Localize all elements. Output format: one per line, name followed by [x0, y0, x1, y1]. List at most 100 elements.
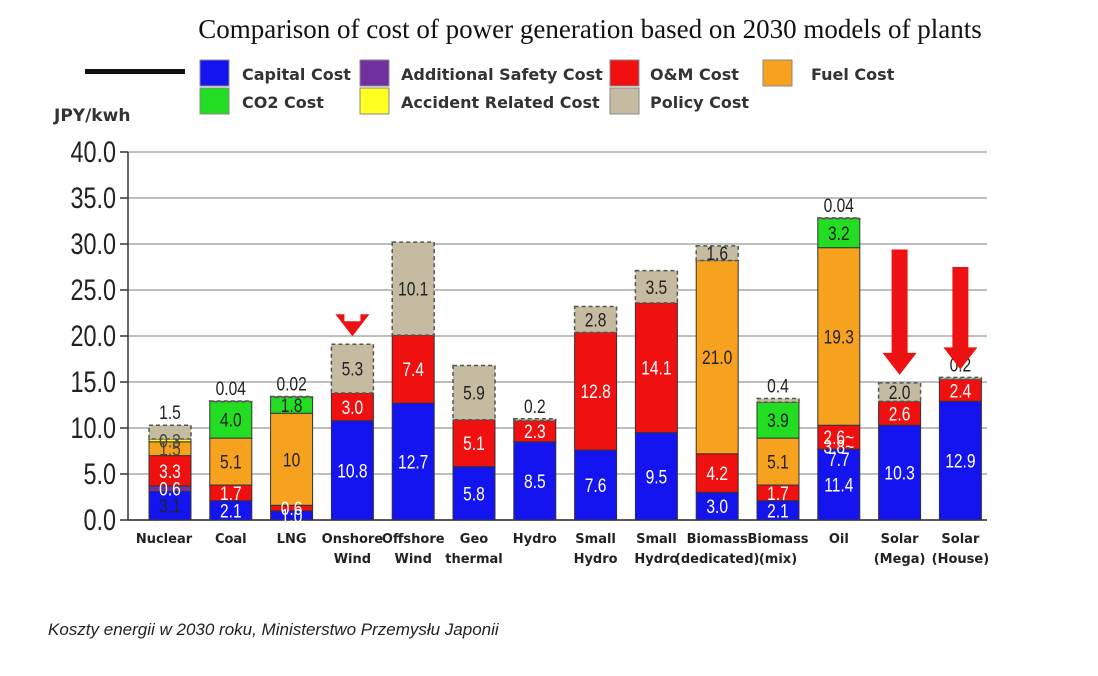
bar-segment [938, 376, 983, 380]
y-tick-label: 35.0 [70, 181, 116, 214]
y-tick-label: 5.0 [83, 457, 116, 490]
bar-segment [817, 448, 861, 521]
bar-segment [330, 343, 375, 394]
data-label: 1.5 [159, 402, 181, 424]
data-label: 3.5 [646, 276, 668, 298]
data-label: 4.2 [706, 463, 728, 485]
bar-segment [695, 260, 739, 455]
bar-segment [452, 466, 496, 521]
bar-segment [330, 420, 374, 521]
bar-segment [148, 490, 192, 521]
x-tick-label: Nuclear [136, 532, 193, 547]
data-label: 7.4 [402, 359, 424, 381]
data-label: 0.02 [276, 373, 306, 395]
data-label: 1.7 [220, 482, 242, 504]
bar-segment [574, 331, 618, 451]
bar-segment [634, 432, 678, 521]
bar-segment [269, 395, 314, 399]
x-tick-label: Onshore [322, 532, 384, 547]
data-label: 11.4 [824, 474, 853, 496]
bar-segment [330, 392, 374, 422]
data-label: 5.9 [463, 382, 485, 404]
data-label: 2.1 [220, 500, 242, 522]
y-tick-label: 0.0 [83, 503, 116, 536]
caption: Koszty energii w 2030 roku, Ministerstwo… [48, 620, 499, 639]
y-tick-label: 40.0 [70, 135, 116, 168]
data-label: 1.0 [281, 505, 303, 527]
data-label: 2.1 [767, 500, 789, 522]
data-label: 0.6 [281, 498, 303, 520]
data-label: 10 [283, 449, 300, 471]
bar-segment [877, 382, 922, 403]
data-label: 3.1 [159, 495, 181, 517]
bar-segment [209, 400, 253, 403]
legend-label: CO2 Cost [242, 93, 324, 112]
data-label: 0.6 [159, 478, 181, 500]
data-label: 3.8~ [823, 436, 854, 458]
data-label: 1.7 [767, 482, 789, 504]
x-tick-label: Coal [215, 532, 247, 547]
data-label: 12.7 [398, 451, 428, 473]
x-tick-label: (Mega) [874, 552, 926, 567]
data-label: 2.4 [950, 380, 972, 402]
bar-segment [634, 302, 678, 434]
bar-segment [756, 437, 800, 486]
data-label: 8.5 [524, 470, 546, 492]
data-label: 2.6~ [823, 427, 854, 449]
data-label: 21.0 [702, 347, 732, 369]
data-label: 1.8 [281, 395, 303, 417]
data-label: 10.8 [337, 460, 367, 482]
x-tick-label: Oil [829, 532, 849, 547]
x-tick-label: Hydro [634, 552, 678, 567]
x-tick-label: LNG [277, 532, 307, 547]
bar-segment [938, 400, 982, 521]
x-tick-label: (mix) [759, 552, 797, 567]
data-label: 7.6 [585, 475, 607, 497]
bar-segment [573, 305, 618, 334]
bar-segment [391, 334, 435, 404]
legend-swatch [359, 59, 390, 87]
bar-segment [270, 412, 314, 506]
y-tick-label: 10.0 [70, 411, 116, 444]
legend-label: O&M Cost [650, 65, 739, 84]
bar-segment [391, 402, 435, 521]
data-label: 2.0 [889, 382, 911, 404]
legend-swatch [199, 59, 230, 87]
data-label: 2.3 [524, 421, 546, 443]
y-tick-label: 15.0 [70, 365, 116, 398]
legend-dash-line [85, 69, 185, 74]
bar-segment [513, 418, 557, 422]
bar-segment [817, 217, 861, 220]
legend-label: Additional Safety Cost [401, 65, 603, 84]
bar-segment [452, 364, 496, 421]
data-label: 0.3 [159, 430, 181, 452]
legend-label: Accident Related Cost [401, 93, 600, 112]
data-label: 0.04 [824, 194, 855, 216]
arrow-down-icon [335, 314, 370, 337]
x-tick-label: (House) [932, 552, 990, 567]
data-label: 4.0 [220, 409, 242, 431]
data-label: 10.1 [398, 278, 428, 300]
data-label: 10.3 [884, 462, 914, 484]
x-tick-label: Hydro [513, 532, 557, 547]
data-label: 1.6 [706, 243, 728, 265]
bar-segment [513, 441, 557, 521]
arrow-down-icon [943, 267, 978, 370]
data-label: 3.2 [828, 222, 850, 244]
data-label: 0.4 [767, 375, 789, 397]
bar-segment [209, 437, 253, 486]
legend-swatch [359, 87, 390, 115]
bar-segment [148, 438, 192, 443]
x-tick-label: Geo [460, 532, 488, 547]
bar-segment [391, 241, 435, 336]
x-tick-label: Biomass [747, 532, 808, 547]
data-label: 12.9 [945, 450, 975, 472]
data-label: 19.3 [824, 326, 854, 348]
bar-segment [756, 401, 800, 439]
x-tick-label: thermal [445, 552, 502, 567]
data-label: 3.9 [767, 410, 789, 432]
bar-segment [452, 419, 496, 468]
bar-segment [148, 424, 192, 440]
legend-label: Fuel Cost [811, 65, 895, 84]
